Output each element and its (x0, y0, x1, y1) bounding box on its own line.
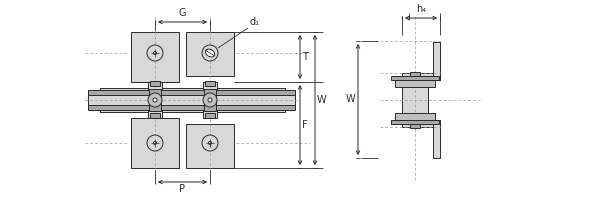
Circle shape (202, 45, 218, 61)
Text: d₁: d₁ (250, 17, 260, 27)
Bar (88, 90, 295, 95)
Text: G: G (179, 8, 186, 18)
Bar (402, 73, 440, 80)
Bar (150, 113, 160, 118)
Text: W: W (317, 95, 326, 105)
Bar (410, 124, 420, 128)
Bar (433, 120, 440, 158)
Circle shape (203, 93, 217, 107)
Bar (148, 110, 162, 118)
Bar (100, 102, 285, 110)
Circle shape (153, 98, 157, 102)
Text: W: W (346, 95, 355, 104)
Circle shape (154, 51, 157, 54)
Bar (395, 113, 435, 120)
Bar (395, 80, 435, 87)
Bar (186, 32, 234, 76)
Circle shape (209, 142, 212, 144)
Bar (100, 88, 285, 112)
Ellipse shape (205, 49, 215, 57)
Text: T: T (302, 52, 308, 62)
Bar (205, 81, 215, 86)
Circle shape (202, 135, 218, 151)
Bar (88, 92, 149, 108)
Bar (150, 81, 160, 86)
Bar (148, 82, 162, 90)
Bar (391, 76, 439, 80)
Bar (100, 90, 285, 98)
Bar (203, 110, 217, 118)
Bar (204, 89, 216, 111)
Circle shape (147, 45, 163, 61)
Bar (203, 82, 217, 90)
Text: P: P (179, 184, 185, 194)
Bar (131, 32, 179, 82)
Circle shape (154, 142, 157, 144)
Bar (216, 92, 295, 108)
Circle shape (208, 98, 212, 102)
Bar (205, 113, 215, 118)
Text: F: F (302, 120, 308, 130)
Circle shape (148, 93, 162, 107)
Bar (402, 120, 440, 127)
Bar (433, 42, 440, 80)
Circle shape (147, 135, 163, 151)
Bar (161, 92, 204, 108)
Bar (391, 120, 439, 124)
Bar (149, 89, 161, 111)
Bar (88, 105, 295, 110)
Bar (402, 87, 428, 113)
Bar (186, 124, 234, 168)
Text: h₄: h₄ (416, 4, 426, 14)
Bar (131, 118, 179, 168)
Bar (410, 72, 420, 76)
